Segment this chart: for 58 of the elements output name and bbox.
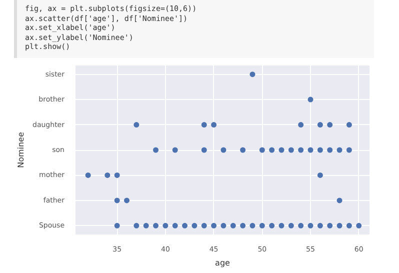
point bbox=[220, 147, 226, 153]
point bbox=[162, 222, 168, 228]
point bbox=[317, 147, 323, 153]
point bbox=[278, 222, 284, 228]
point bbox=[250, 72, 256, 78]
point bbox=[182, 222, 188, 228]
point bbox=[288, 147, 294, 153]
point bbox=[317, 172, 323, 178]
point bbox=[211, 222, 217, 228]
point bbox=[143, 222, 149, 228]
point bbox=[172, 222, 178, 228]
point bbox=[114, 172, 120, 178]
point bbox=[240, 147, 246, 153]
point bbox=[259, 222, 265, 228]
point bbox=[356, 222, 362, 228]
point bbox=[298, 122, 304, 128]
point bbox=[85, 172, 91, 178]
point bbox=[317, 122, 323, 128]
point bbox=[201, 222, 207, 228]
point bbox=[278, 147, 284, 153]
point bbox=[336, 222, 342, 228]
point bbox=[288, 222, 294, 228]
point bbox=[172, 147, 178, 153]
point bbox=[220, 222, 226, 228]
point bbox=[259, 147, 265, 153]
point bbox=[240, 222, 246, 228]
x-axis-title: age bbox=[215, 258, 230, 268]
point bbox=[134, 222, 140, 228]
point bbox=[230, 222, 236, 228]
point bbox=[298, 222, 304, 228]
point bbox=[327, 147, 333, 153]
point bbox=[308, 147, 314, 153]
point bbox=[317, 222, 323, 228]
point bbox=[336, 198, 342, 204]
point bbox=[327, 222, 333, 228]
point bbox=[134, 122, 140, 128]
point bbox=[298, 147, 304, 153]
point bbox=[346, 147, 352, 153]
point bbox=[104, 172, 110, 178]
point bbox=[114, 198, 120, 204]
point bbox=[211, 122, 217, 128]
point bbox=[346, 122, 352, 128]
point bbox=[269, 222, 275, 228]
point bbox=[250, 222, 256, 228]
point bbox=[201, 122, 207, 128]
point bbox=[346, 222, 352, 228]
point bbox=[124, 198, 130, 204]
point bbox=[308, 222, 314, 228]
point bbox=[327, 122, 333, 128]
point bbox=[114, 222, 120, 228]
y-axis-title: Nominee bbox=[16, 132, 26, 168]
point bbox=[269, 147, 275, 153]
point bbox=[153, 222, 159, 228]
point bbox=[308, 96, 314, 102]
point bbox=[192, 222, 198, 228]
point bbox=[153, 147, 159, 153]
point bbox=[201, 147, 207, 153]
point bbox=[336, 147, 342, 153]
